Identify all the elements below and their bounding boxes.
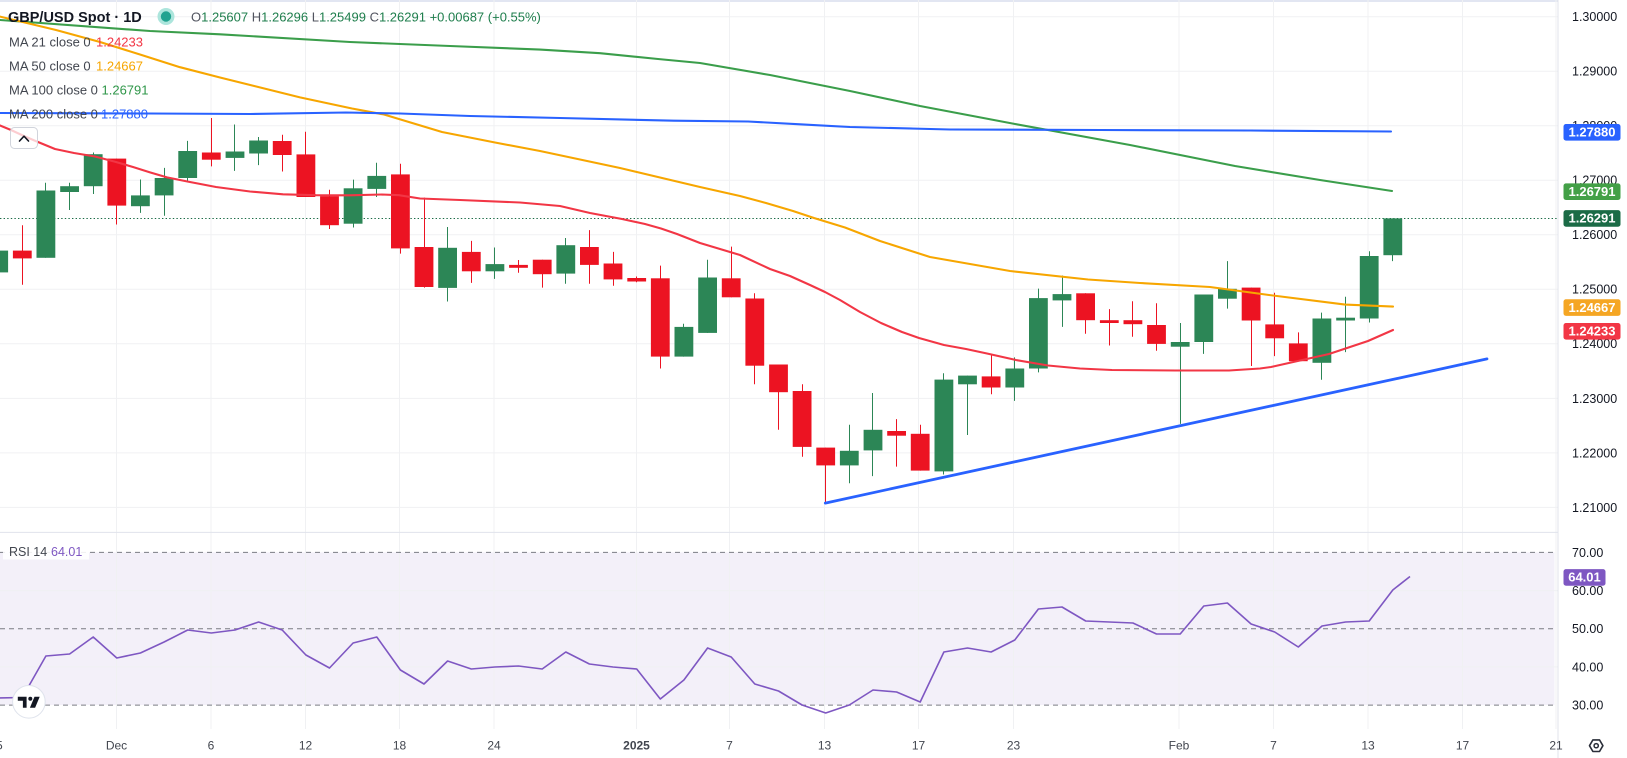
svg-text:70.00: 70.00 [1572,546,1603,560]
svg-text:1.24233: 1.24233 [96,35,143,50]
svg-text:MA 50 close 0: MA 50 close 0 [9,59,91,74]
svg-text:1.26000: 1.26000 [1572,228,1617,242]
svg-text:MA 200 close 0: MA 200 close 0 [9,107,98,122]
svg-text:1.30000: 1.30000 [1572,10,1617,24]
svg-text:O1.25607 H1.26296 L1.25499 C1.: O1.25607 H1.26296 L1.25499 C1.26291 +0.0… [191,10,541,25]
svg-text:7: 7 [726,739,733,753]
svg-text:1.21000: 1.21000 [1572,501,1617,515]
svg-text:1.24233: 1.24233 [1569,324,1616,339]
svg-text:17: 17 [1456,739,1470,753]
svg-text:1.24000: 1.24000 [1572,337,1617,351]
svg-text:RSI 14: RSI 14 [9,545,47,559]
svg-text:60.00: 60.00 [1572,584,1603,598]
svg-text:2025: 2025 [623,739,650,753]
svg-text:MA 100 close 0: MA 100 close 0 [9,83,98,98]
svg-text:1.26791: 1.26791 [102,83,149,98]
svg-text:6: 6 [208,739,215,753]
svg-text:1.24667: 1.24667 [96,59,143,74]
svg-text:23: 23 [1007,739,1021,753]
svg-text:13: 13 [1361,739,1375,753]
svg-text:1.23000: 1.23000 [1572,392,1617,406]
svg-text:17: 17 [912,739,926,753]
svg-text:GBP/USD Spot · 1D: GBP/USD Spot · 1D [8,10,142,26]
svg-text:40.00: 40.00 [1572,660,1603,674]
svg-text:24: 24 [487,739,501,753]
svg-text:50.00: 50.00 [1572,622,1603,636]
svg-text:13: 13 [818,739,832,753]
svg-text:7: 7 [1270,739,1277,753]
svg-text:1.26291: 1.26291 [1569,211,1616,226]
svg-text:1.24667: 1.24667 [1569,300,1616,315]
svg-text:64.01: 64.01 [1568,570,1601,585]
svg-text:21: 21 [1549,739,1563,753]
svg-text:1.27880: 1.27880 [1569,125,1616,140]
svg-text:1.25000: 1.25000 [1572,283,1617,297]
svg-text:25: 25 [0,739,3,753]
svg-text:18: 18 [393,739,407,753]
svg-text:Feb: Feb [1169,739,1190,753]
svg-text:30.00: 30.00 [1572,699,1603,713]
svg-text:1.29000: 1.29000 [1572,65,1617,79]
svg-text:Dec: Dec [106,739,127,753]
svg-text:1.26791: 1.26791 [1569,184,1616,199]
svg-text:1.22000: 1.22000 [1572,446,1617,460]
svg-text:12: 12 [299,739,313,753]
svg-text:MA 21 close 0: MA 21 close 0 [9,35,91,50]
svg-text:64.01: 64.01 [51,545,82,559]
svg-text:1.27880: 1.27880 [101,107,148,122]
